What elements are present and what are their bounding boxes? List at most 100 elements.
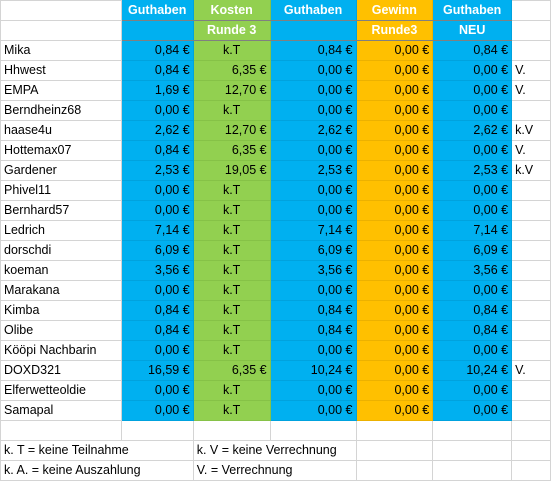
- guthaben-after-cell[interactable]: 0,00 €: [269, 80, 357, 101]
- guthaben-after-cell[interactable]: 0,00 €: [269, 200, 357, 221]
- guthaben-after-cell[interactable]: 0,84 €: [269, 300, 357, 321]
- legend-kt[interactable]: k. T = keine Teilnahme: [0, 440, 194, 461]
- player-name-cell[interactable]: DOXD321: [0, 360, 122, 381]
- guthaben-cell[interactable]: 0,84 €: [120, 60, 194, 81]
- cell[interactable]: [355, 440, 434, 461]
- verrechnung-note-cell[interactable]: [511, 260, 551, 281]
- kosten-runde3-cell[interactable]: k.T: [192, 40, 271, 61]
- gewinn-runde3-cell[interactable]: 0,00 €: [355, 380, 434, 401]
- header-cell-note[interactable]: [511, 0, 551, 21]
- kosten-runde3-cell[interactable]: 6,35 €: [192, 140, 271, 161]
- guthaben-cell[interactable]: 0,00 €: [120, 200, 194, 221]
- player-name-cell[interactable]: Berndheinz68: [0, 100, 122, 121]
- kosten-runde3-cell[interactable]: k.T: [192, 400, 271, 421]
- gewinn-runde3-cell[interactable]: 0,00 €: [355, 340, 434, 361]
- gewinn-runde3-cell[interactable]: 0,00 €: [355, 120, 434, 141]
- gewinn-runde3-cell[interactable]: 0,00 €: [355, 80, 434, 101]
- gewinn-runde3-cell[interactable]: 0,00 €: [355, 220, 434, 241]
- guthaben-after-cell[interactable]: 0,84 €: [269, 320, 357, 341]
- player-name-cell[interactable]: haase4u: [0, 120, 122, 141]
- header-gewinn[interactable]: Gewinn: [355, 0, 434, 21]
- guthaben-after-cell[interactable]: 0,00 €: [269, 100, 357, 121]
- kosten-runde3-cell[interactable]: 6,35 €: [192, 60, 271, 81]
- verrechnung-note-cell[interactable]: V.: [511, 140, 551, 161]
- kosten-runde3-cell[interactable]: 12,70 €: [192, 80, 271, 101]
- verrechnung-note-cell[interactable]: [511, 400, 551, 421]
- guthaben-neu-cell[interactable]: 7,14 €: [432, 220, 513, 241]
- kosten-runde3-cell[interactable]: k.T: [192, 100, 271, 121]
- guthaben-neu-cell[interactable]: 6,09 €: [432, 240, 513, 261]
- verrechnung-note-cell[interactable]: [511, 180, 551, 201]
- header2-cell-note[interactable]: [511, 20, 551, 41]
- player-name-cell[interactable]: Samapal: [0, 400, 122, 421]
- player-name-cell[interactable]: Hottemax07: [0, 140, 122, 161]
- cell[interactable]: [355, 460, 434, 481]
- cell[interactable]: [120, 420, 194, 441]
- guthaben-cell[interactable]: 0,84 €: [120, 40, 194, 61]
- player-name-cell[interactable]: Kimba: [0, 300, 122, 321]
- player-name-cell[interactable]: Kööpi Nachbarin: [0, 340, 122, 361]
- gewinn-runde3-cell[interactable]: 0,00 €: [355, 140, 434, 161]
- gewinn-runde3-cell[interactable]: 0,00 €: [355, 180, 434, 201]
- guthaben-after-cell[interactable]: 2,53 €: [269, 160, 357, 181]
- player-name-cell[interactable]: Mika: [0, 40, 122, 61]
- guthaben-after-cell[interactable]: 0,00 €: [269, 280, 357, 301]
- kosten-runde3-cell[interactable]: 6,35 €: [192, 360, 271, 381]
- kosten-runde3-cell[interactable]: 12,70 €: [192, 120, 271, 141]
- guthaben-neu-cell[interactable]: 3,56 €: [432, 260, 513, 281]
- gewinn-runde3-cell[interactable]: 0,00 €: [355, 100, 434, 121]
- cell[interactable]: [0, 420, 122, 441]
- player-name-cell[interactable]: Olibe: [0, 320, 122, 341]
- header2-cell-name[interactable]: [0, 20, 122, 41]
- cell[interactable]: [511, 420, 551, 441]
- verrechnung-note-cell[interactable]: V.: [511, 60, 551, 81]
- verrechnung-note-cell[interactable]: [511, 380, 551, 401]
- player-name-cell[interactable]: Marakana: [0, 280, 122, 301]
- gewinn-runde3-cell[interactable]: 0,00 €: [355, 360, 434, 381]
- player-name-cell[interactable]: Hhwest: [0, 60, 122, 81]
- guthaben-after-cell[interactable]: 0,00 €: [269, 380, 357, 401]
- verrechnung-note-cell[interactable]: [511, 240, 551, 261]
- cell[interactable]: [511, 460, 551, 481]
- guthaben-neu-cell[interactable]: 0,00 €: [432, 100, 513, 121]
- guthaben-neu-cell[interactable]: 0,00 €: [432, 380, 513, 401]
- guthaben-neu-cell[interactable]: 0,00 €: [432, 140, 513, 161]
- header2-runde-3[interactable]: Runde 3: [192, 20, 271, 41]
- verrechnung-note-cell[interactable]: [511, 200, 551, 221]
- guthaben-neu-cell[interactable]: 0,00 €: [432, 400, 513, 421]
- guthaben-cell[interactable]: 6,09 €: [120, 240, 194, 261]
- kosten-runde3-cell[interactable]: k.T: [192, 340, 271, 361]
- guthaben-neu-cell[interactable]: 0,00 €: [432, 200, 513, 221]
- gewinn-runde3-cell[interactable]: 0,00 €: [355, 320, 434, 341]
- kosten-runde3-cell[interactable]: k.T: [192, 300, 271, 321]
- kosten-runde3-cell[interactable]: k.T: [192, 280, 271, 301]
- gewinn-runde3-cell[interactable]: 0,00 €: [355, 260, 434, 281]
- kosten-runde3-cell[interactable]: k.T: [192, 220, 271, 241]
- cell[interactable]: [432, 460, 513, 481]
- header-kosten[interactable]: Kosten: [192, 0, 271, 21]
- guthaben-cell[interactable]: 1,69 €: [120, 80, 194, 101]
- guthaben-after-cell[interactable]: 10,24 €: [269, 360, 357, 381]
- guthaben-neu-cell[interactable]: 0,00 €: [432, 180, 513, 201]
- guthaben-cell[interactable]: 0,00 €: [120, 180, 194, 201]
- cell[interactable]: [511, 440, 551, 461]
- guthaben-cell[interactable]: 0,00 €: [120, 280, 194, 301]
- player-name-cell[interactable]: Ledrich: [0, 220, 122, 241]
- player-name-cell[interactable]: EMPA: [0, 80, 122, 101]
- guthaben-neu-cell[interactable]: 0,84 €: [432, 40, 513, 61]
- header-guthaben[interactable]: Guthaben: [120, 0, 194, 21]
- guthaben-cell[interactable]: 0,00 €: [120, 340, 194, 361]
- header-guthaben-neu[interactable]: Guthaben: [432, 0, 513, 21]
- verrechnung-note-cell[interactable]: [511, 300, 551, 321]
- guthaben-neu-cell[interactable]: 10,24 €: [432, 360, 513, 381]
- verrechnung-note-cell[interactable]: [511, 320, 551, 341]
- guthaben-after-cell[interactable]: 0,00 €: [269, 400, 357, 421]
- kosten-runde3-cell[interactable]: k.T: [192, 380, 271, 401]
- verrechnung-note-cell[interactable]: [511, 100, 551, 121]
- verrechnung-note-cell[interactable]: [511, 280, 551, 301]
- player-name-cell[interactable]: dorschdi: [0, 240, 122, 261]
- header-cell-name[interactable]: [0, 0, 122, 21]
- player-name-cell[interactable]: Phivel11: [0, 180, 122, 201]
- header2-guthaben[interactable]: [120, 20, 194, 41]
- header2-guthaben-2[interactable]: [269, 20, 357, 41]
